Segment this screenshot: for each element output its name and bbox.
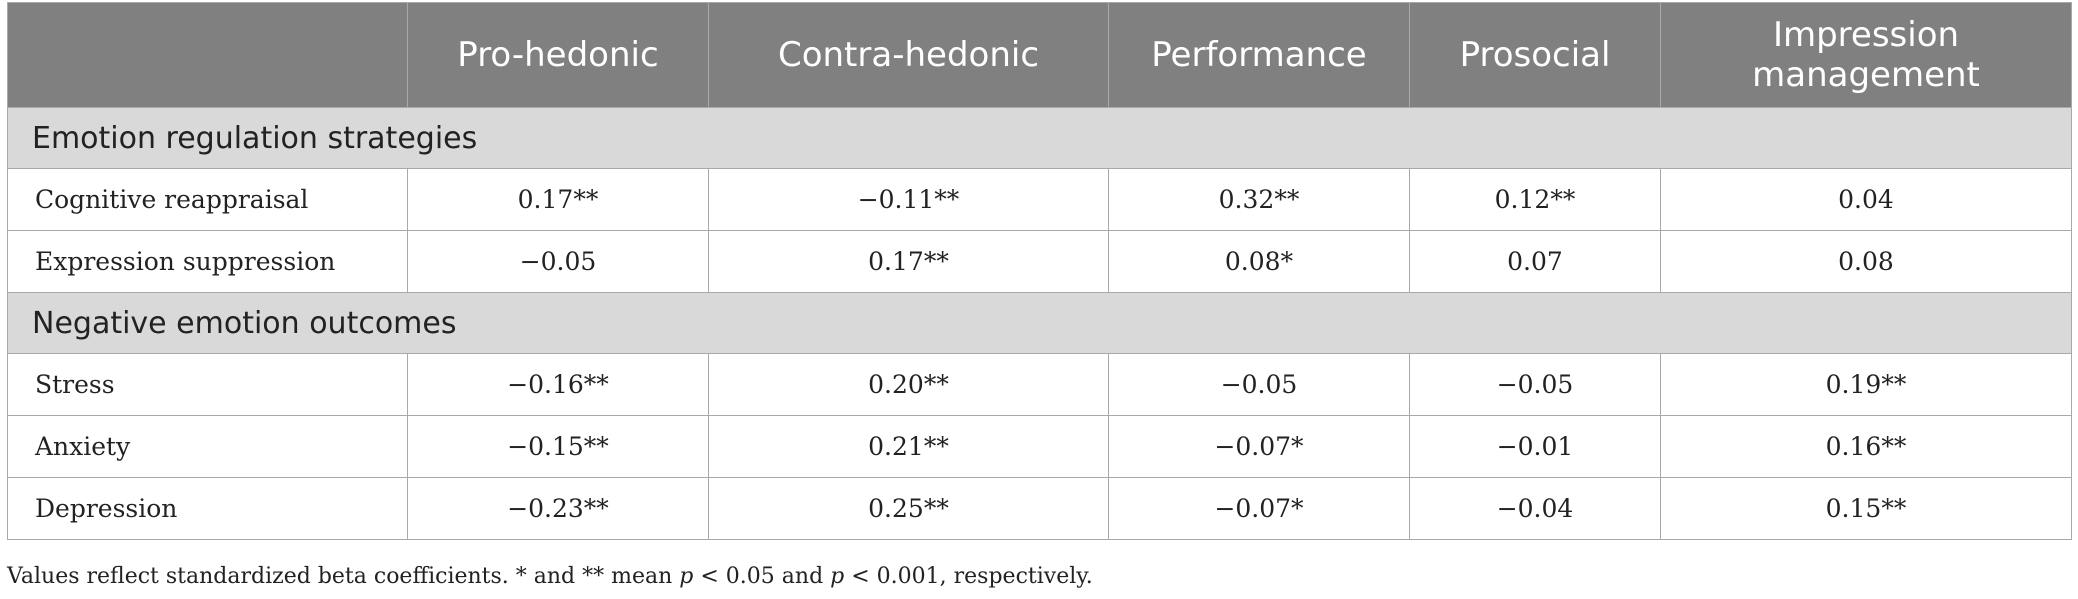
table-row: Depression −0.23** 0.25** −0.07* −0.04 0… — [7, 477, 2072, 540]
table-row: Stress −0.16** 0.20** −0.05 −0.05 0.19** — [7, 353, 2072, 416]
table-cell: −0.07* — [1108, 415, 1410, 478]
footnote-text: < 0.001, respectively. — [844, 564, 1093, 589]
header-impression-management: Impression management — [1660, 2, 2072, 108]
table-cell: 0.17** — [407, 168, 709, 231]
table-row: Expression suppression −0.05 0.17** 0.08… — [7, 230, 2072, 293]
header-stub — [7, 2, 408, 108]
row-label: Stress — [7, 353, 408, 416]
table-cell: −0.01 — [1409, 415, 1661, 478]
table-container: Pro-hedonic Contra-hedonic Performance P… — [7, 2, 2072, 540]
table-cell: −0.07* — [1108, 477, 1410, 540]
table-cell: 0.04 — [1660, 168, 2072, 231]
table-cell: 0.08* — [1108, 230, 1410, 293]
table-cell: 0.12** — [1409, 168, 1661, 231]
footnote-text: Values reflect standardized beta coeffic… — [7, 564, 680, 589]
table-cell: −0.05 — [1409, 353, 1661, 416]
table-cell: 0.07 — [1409, 230, 1661, 293]
table-footnote: Values reflect standardized beta coeffic… — [7, 564, 1093, 589]
table-cell: 0.08 — [1660, 230, 2072, 293]
table-cell: 0.17** — [708, 230, 1109, 293]
table-cell: 0.19** — [1660, 353, 2072, 416]
footnote-p-symbol: p — [830, 564, 845, 589]
table-cell: 0.16** — [1660, 415, 2072, 478]
header-prosocial: Prosocial — [1409, 2, 1661, 108]
table-cell: −0.05 — [407, 230, 709, 293]
table-cell: −0.15** — [407, 415, 709, 478]
row-label: Expression suppression — [7, 230, 408, 293]
footnote-p-symbol: p — [679, 564, 694, 589]
section-row: Negative emotion outcomes — [7, 292, 2072, 354]
table-cell: 0.20** — [708, 353, 1109, 416]
table-cell: 0.25** — [708, 477, 1109, 540]
section-title: Negative emotion outcomes — [7, 292, 2072, 354]
table-row: Cognitive reappraisal 0.17** −0.11** 0.3… — [7, 168, 2072, 231]
row-label: Cognitive reappraisal — [7, 168, 408, 231]
row-label: Anxiety — [7, 415, 408, 478]
table-cell: −0.23** — [407, 477, 709, 540]
results-table: Pro-hedonic Contra-hedonic Performance P… — [7, 2, 2072, 540]
table-cell: 0.15** — [1660, 477, 2072, 540]
header-pro-hedonic: Pro-hedonic — [407, 2, 709, 108]
section-row: Emotion regulation strategies — [7, 107, 2072, 169]
table-cell: 0.21** — [708, 415, 1109, 478]
row-label: Depression — [7, 477, 408, 540]
header-contra-hedonic: Contra-hedonic — [708, 2, 1109, 108]
section-title: Emotion regulation strategies — [7, 107, 2072, 169]
table-row: Anxiety −0.15** 0.21** −0.07* −0.01 0.16… — [7, 415, 2072, 478]
table-cell: 0.32** — [1108, 168, 1410, 231]
footnote-text: < 0.05 and — [693, 564, 831, 589]
table-cell: −0.04 — [1409, 477, 1661, 540]
table-cell: −0.11** — [708, 168, 1109, 231]
table-cell: −0.05 — [1108, 353, 1410, 416]
header-performance: Performance — [1108, 2, 1410, 108]
table-cell: −0.16** — [407, 353, 709, 416]
header-row: Pro-hedonic Contra-hedonic Performance P… — [7, 2, 2072, 108]
